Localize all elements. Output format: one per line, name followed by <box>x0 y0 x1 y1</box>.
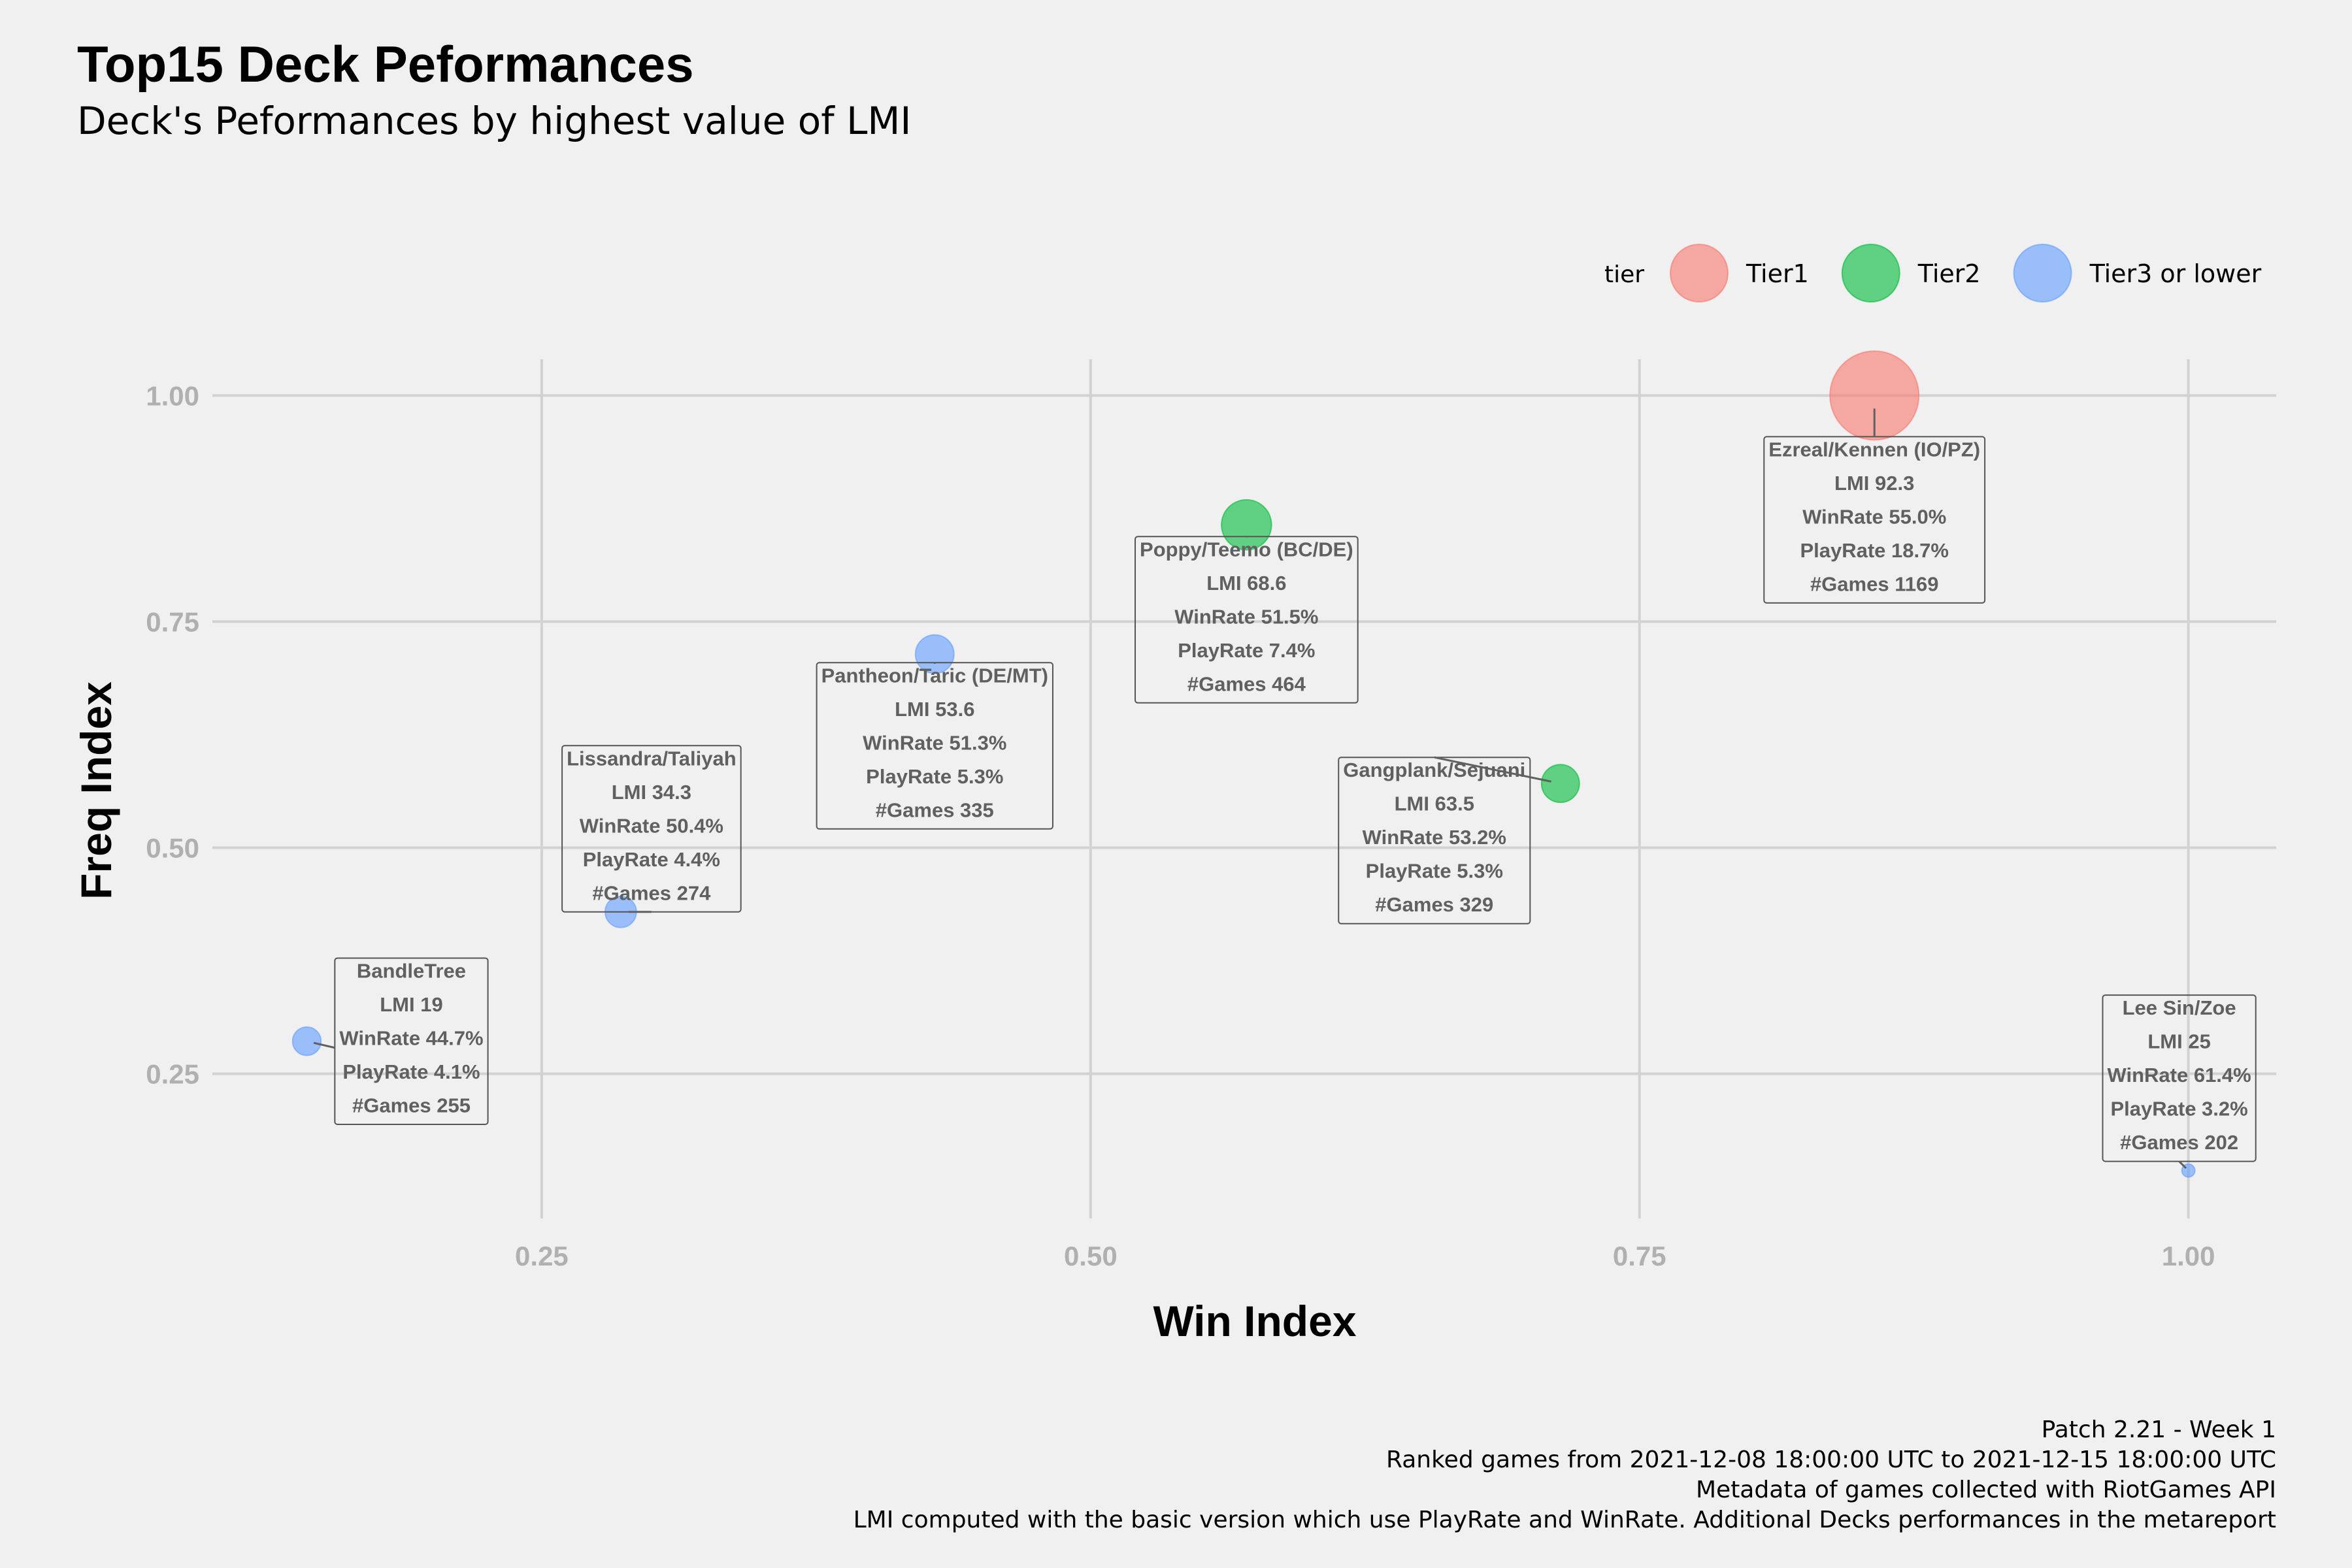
label-connector <box>313 1041 335 1049</box>
x-tick-label: 1.00 <box>2162 1241 2215 1271</box>
x-axis-title: Win Index <box>1153 1297 1356 1345</box>
caption-line-3: Metadata of games collected with RiotGam… <box>1696 1477 2276 1503</box>
label-playrate: PlayRate 7.4% <box>1178 639 1315 662</box>
label-games: #Games 202 <box>2120 1131 2238 1154</box>
x-axis-ticks: 0.25 0.50 0.75 1.00 <box>515 1241 2215 1271</box>
x-tick-label: 0.75 <box>1613 1241 1666 1271</box>
label-box-7: BandleTree LMI 19 WinRate 44.7% PlayRate 4.… <box>334 957 489 1125</box>
point-labels: Ezreal/Kennen (IO/PZ) LMI 92.3 WinRate 55.… <box>313 408 2257 1169</box>
legend-key-3 <box>2013 244 2072 302</box>
y-tick-label: 0.25 <box>146 1059 199 1090</box>
label-games: #Games 464 <box>1187 672 1306 695</box>
point-3 <box>1540 764 1580 804</box>
label-deck: Lissandra/Taliyah <box>567 747 737 770</box>
chart-title: Top15 Deck Peformances <box>77 35 694 93</box>
label-connector <box>2178 1160 2187 1169</box>
label-lmi: LMI 19 <box>380 993 442 1016</box>
label-playrate: PlayRate 5.3% <box>1366 860 1503 883</box>
label-deck: Ezreal/Kennen (IO/PZ) <box>1768 438 1980 461</box>
legend-key-1 <box>1670 244 1729 302</box>
label-winrate: WinRate 44.7% <box>339 1026 483 1049</box>
label-deck: Lee Sin/Zoe <box>2123 996 2236 1019</box>
y-tick-label: 0.75 <box>146 606 199 637</box>
legend-label-1: Tier1 <box>1746 259 1809 288</box>
legend-label-3: Tier3 or lower <box>2089 259 2262 288</box>
label-winrate: WinRate 55.0% <box>1802 505 1946 528</box>
label-deck: Pantheon/Taric (DE/MT) <box>821 664 1048 687</box>
label-winrate: WinRate 53.2% <box>1363 826 1506 849</box>
label-games: #Games 255 <box>352 1094 471 1117</box>
label-playrate: PlayRate 4.1% <box>342 1060 480 1083</box>
point-1 <box>1829 350 1920 441</box>
x-tick-label: 0.50 <box>1064 1241 1118 1271</box>
y-tick-label: 0.50 <box>146 832 199 863</box>
label-games: #Games 1169 <box>1810 572 1939 595</box>
label-games: #Games 274 <box>592 881 711 904</box>
caption-line-4: LMI computed with the basic version whic… <box>853 1507 2276 1533</box>
x-tick-label: 0.25 <box>515 1241 569 1271</box>
label-box-1: Ezreal/Kennen (IO/PZ) LMI 92.3 WinRate 55.… <box>1763 436 1986 604</box>
legend-label-2: Tier2 <box>1917 259 1981 288</box>
grid <box>212 359 2276 1218</box>
label-deck: BandleTree <box>357 959 466 982</box>
label-playrate: PlayRate 3.2% <box>2110 1098 2247 1120</box>
label-winrate: WinRate 51.3% <box>863 731 1006 754</box>
label-games: #Games 329 <box>1375 893 1493 916</box>
label-lmi: LMI 68.6 <box>1206 572 1286 595</box>
y-axis-title: Freq Index <box>72 681 120 900</box>
label-lmi: LMI 53.6 <box>895 698 974 721</box>
label-connector <box>1434 756 1551 783</box>
label-lmi: LMI 63.5 <box>1395 792 1474 815</box>
legend-key-2 <box>1841 244 1900 302</box>
caption: Patch 2.21 - Week 1 Ranked games from 202… <box>853 1416 2276 1533</box>
y-tick-label: 1.00 <box>146 380 199 411</box>
label-winrate: WinRate 50.4% <box>580 814 723 837</box>
label-lmi: LMI 25 <box>2147 1030 2210 1053</box>
data-points <box>291 350 2196 1178</box>
legend-title: tier <box>1604 261 1644 288</box>
chart-subtitle: Deck's Peformances by highest value of L… <box>77 99 912 143</box>
label-lmi: LMI 34.3 <box>612 781 691 804</box>
point-7 <box>291 1026 322 1056</box>
label-winrate: WinRate 61.4% <box>2107 1064 2251 1086</box>
label-box-4: Pantheon/Taric (DE/MT) LMI 53.6 WinRate 51… <box>816 662 1053 830</box>
label-games: #Games 335 <box>876 798 994 821</box>
label-box-border <box>334 957 489 1125</box>
point-2 <box>1221 499 1272 551</box>
label-winrate: WinRate 51.5% <box>1174 605 1318 628</box>
caption-line-2: Ranked games from 2021-12-08 18:00:00 UT… <box>1386 1446 2276 1473</box>
caption-line-1: Patch 2.21 - Week 1 <box>2042 1416 2276 1443</box>
label-playrate: PlayRate 4.4% <box>583 848 720 871</box>
label-deck: Poppy/Teemo (BC/DE) <box>1140 538 1353 561</box>
point-4 <box>914 634 955 674</box>
label-box-2: Poppy/Teemo (BC/DE) LMI 68.6 WinRate 51.5%… <box>1135 536 1359 704</box>
label-box-5: Lissandra/Taliyah LMI 34.3 WinRate 50.4% Pl… <box>561 745 742 913</box>
label-lmi: LMI 92.3 <box>1834 472 1914 495</box>
label-box-6: Lee Sin/Zoe LMI 25 WinRate 61.4% PlayRate 3… <box>2102 994 2257 1162</box>
label-playrate: PlayRate 18.7% <box>1800 539 1948 562</box>
legend: tier Tier1 Tier2 Tier3 or lower <box>1604 240 2262 306</box>
label-playrate: PlayRate 5.3% <box>866 765 1003 788</box>
y-axis-ticks: 0.25 0.50 0.75 1.00 <box>146 380 199 1089</box>
